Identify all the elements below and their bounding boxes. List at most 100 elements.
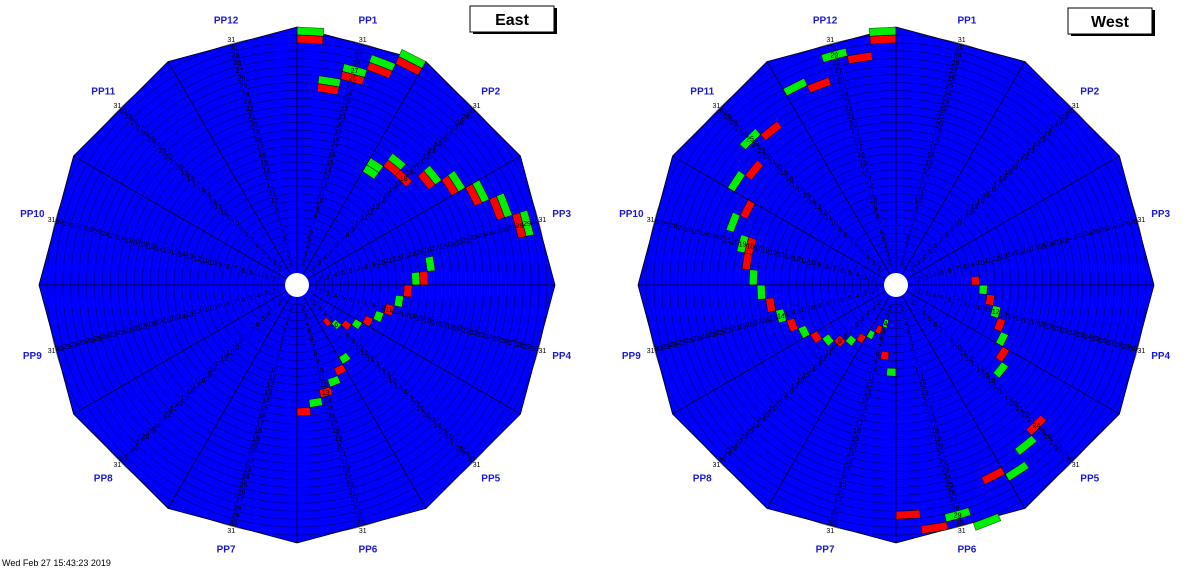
ring-number: 2 <box>871 289 875 296</box>
ring-number: 23 <box>843 98 851 105</box>
ring-number: 26 <box>685 227 693 234</box>
ring-number: 29 <box>355 513 363 520</box>
ring-number: 24 <box>101 334 109 341</box>
ring-number: 2 <box>911 299 915 306</box>
ring-number: 23 <box>428 148 436 155</box>
ring-number: 17 <box>993 181 1001 188</box>
ring-number: 17 <box>754 246 762 253</box>
ring-number: 2 <box>289 306 293 313</box>
sector-label: PP4 <box>1151 351 1170 362</box>
ring-number: 21 <box>1016 406 1024 413</box>
highlight-cell <box>403 284 413 298</box>
ring-number: 2 <box>289 259 293 266</box>
ring-number: 11 <box>361 350 368 357</box>
ring-number: 30 <box>1066 108 1074 115</box>
ring-number: 3 <box>872 260 876 267</box>
sector-spoke <box>906 155 1120 280</box>
ring-number: 17 <box>754 319 762 326</box>
ring-number: 2 <box>312 299 316 306</box>
ring-number: 16 <box>927 413 935 420</box>
ring-number: 22 <box>117 330 125 337</box>
ring-number: 9 <box>316 206 320 213</box>
ring-number: 18 <box>439 243 447 250</box>
ring-number: 13 <box>322 390 330 397</box>
ring-number: 16 <box>163 317 171 324</box>
ring-number: 16 <box>424 248 432 255</box>
ring-number: 21 <box>723 328 731 335</box>
ring-number: 4 <box>305 244 309 251</box>
ring-number: 20 <box>132 326 140 333</box>
ring-number: 23 <box>1027 148 1035 155</box>
ring-number: 20 <box>849 444 857 451</box>
ring-number: 20 <box>731 239 739 246</box>
ring-number: 9 <box>838 339 842 346</box>
ring-number: 14 <box>808 367 816 374</box>
ring-number: 15 <box>383 372 391 379</box>
ring-number: 30 <box>357 45 365 52</box>
ring-number: 20 <box>774 400 782 407</box>
ring-number: 19 <box>780 395 788 402</box>
ring-number: 9 <box>971 303 975 310</box>
sector-label: PP1 <box>957 15 976 26</box>
ring-number: 5 <box>848 270 852 277</box>
ring-number: 12 <box>919 382 927 389</box>
ring-number: 4 <box>884 244 888 251</box>
ring-number: 8 <box>277 352 281 359</box>
ring-number: 28 <box>456 120 464 127</box>
ring-number: 14 <box>808 198 816 205</box>
ring-number: 28 <box>353 505 361 512</box>
ring-number: 24 <box>700 334 708 341</box>
ring-number: 14 <box>209 367 217 374</box>
ring-number: 29 <box>662 221 670 228</box>
ring-number: 3 <box>863 274 867 281</box>
sector-label: PP8 <box>94 474 113 485</box>
ring-number: 24 <box>153 423 161 430</box>
ring-number: 27 <box>236 68 244 75</box>
ring-number: 14 <box>209 198 217 205</box>
ring-number: 3 <box>872 305 876 312</box>
highlight-cell <box>756 284 766 300</box>
ring-number: 3 <box>925 274 929 281</box>
ring-number: 23 <box>477 332 485 339</box>
ring-number: 10 <box>869 198 877 205</box>
ring-number: 20 <box>454 239 462 246</box>
ring-number: 18 <box>785 389 793 396</box>
ring-number: 4 <box>257 293 261 300</box>
ring-number: 21 <box>769 406 777 413</box>
ring-number: 25 <box>839 482 847 489</box>
sector-label: PP5 <box>1080 474 1099 485</box>
ring-number: 16 <box>857 413 865 420</box>
ring-number: 17 <box>330 421 338 428</box>
ring-number: 26 <box>86 227 94 234</box>
ring-number: 7 <box>955 266 959 273</box>
ring-number: 23 <box>342 98 350 105</box>
ring-number: 22 <box>1021 412 1029 419</box>
ring-number: 13 <box>863 390 871 397</box>
ring-number: 14 <box>178 252 186 259</box>
ring-number: 28 <box>456 445 464 452</box>
ring-number: 5 <box>283 236 287 243</box>
sector-label: PP7 <box>217 545 236 556</box>
ring-number: 17 <box>791 384 799 391</box>
ring-number: 22 <box>939 459 947 466</box>
ring-number: 3 <box>318 260 322 267</box>
ring-number: 23 <box>158 417 166 424</box>
ring-number: 22 <box>763 412 771 419</box>
ring-number: 7 <box>250 238 254 245</box>
ring-number: 31 <box>359 528 367 535</box>
ring-number: 30 <box>229 45 237 52</box>
ring-number: 9 <box>950 339 954 346</box>
sector-spoke <box>906 290 1120 415</box>
ring-number: 23 <box>708 332 716 339</box>
ring-number: 14 <box>976 198 984 205</box>
ring-number: 23 <box>158 148 166 155</box>
sector-spoke <box>901 295 1026 509</box>
ring-number: 6 <box>855 243 859 250</box>
ring-number: 31 <box>1072 462 1080 469</box>
ring-number: 9 <box>838 226 842 233</box>
ring-number: 21 <box>338 451 346 458</box>
ring-number: 27 <box>136 125 144 132</box>
ring-number: 3 <box>303 313 307 320</box>
ring-number: 7 <box>878 221 882 228</box>
ring-number: 28 <box>833 60 841 67</box>
